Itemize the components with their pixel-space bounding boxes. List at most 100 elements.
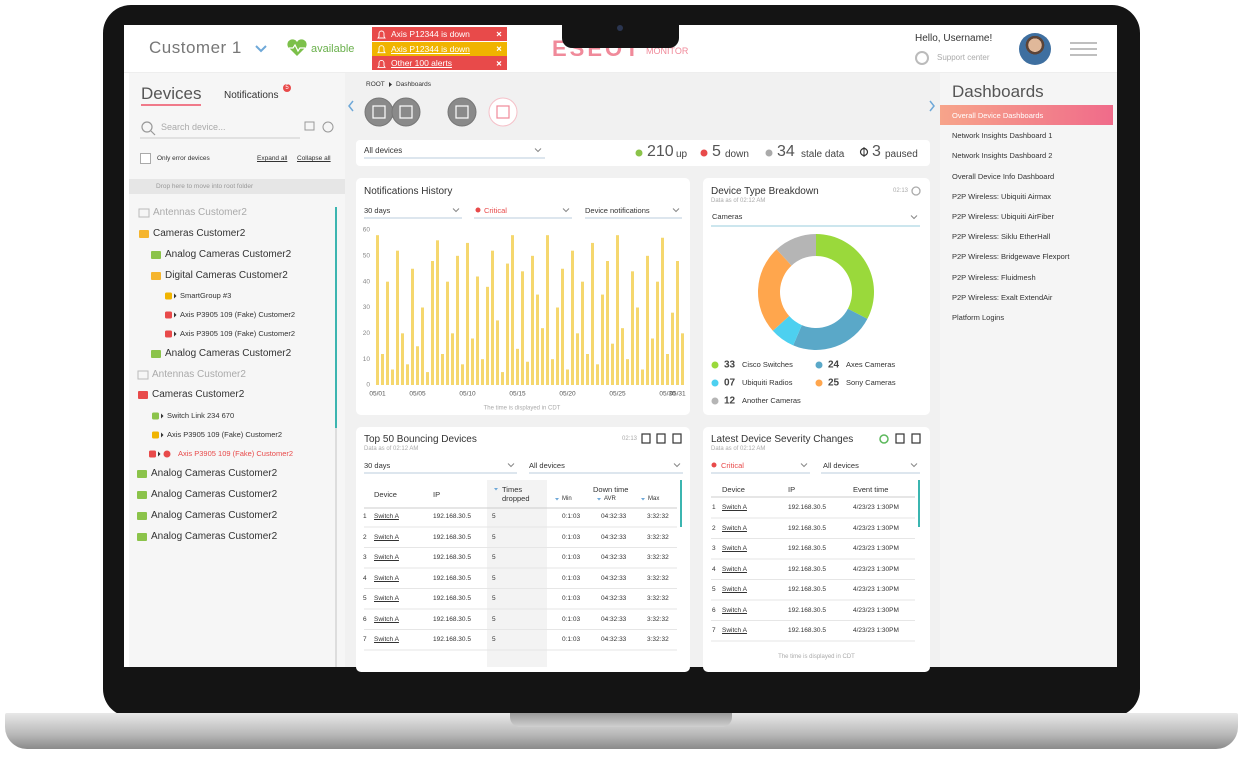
table-cell: 4/23/23 1:30PM <box>853 627 899 634</box>
dashboard-link[interactable]: Platform Logins <box>952 313 1005 322</box>
tree-item[interactable]: Axis P3905 109 (Fake) Customer2 <box>178 449 294 459</box>
table-cell: 5 <box>492 513 496 520</box>
table-cell[interactable]: Switch A <box>374 513 399 520</box>
table-cell[interactable]: Switch A <box>374 574 399 582</box>
tree-item[interactable]: Analog Cameras Customer2 <box>151 531 278 542</box>
table-cell[interactable]: Switch A <box>374 595 399 602</box>
status-label: stale data <box>801 149 845 160</box>
filter-select[interactable]: Device notifications <box>585 206 650 215</box>
dashboard-link[interactable]: Network Insights Dashboard 2 <box>952 151 1053 161</box>
table-cell: 192.168.30.5 <box>788 545 826 552</box>
search-input[interactable]: Search device... <box>161 122 226 132</box>
support-link[interactable]: Support center <box>937 53 990 62</box>
tree-item[interactable]: Analog Cameras Customer2 <box>151 489 278 500</box>
customer-selector[interactable]: Customer 1 <box>149 38 242 57</box>
tree-item[interactable]: SmartGroup #3 <box>180 291 232 301</box>
table-cell[interactable]: Switch A <box>374 636 399 643</box>
table-cell[interactable]: Switch A <box>722 606 747 614</box>
table-cell: 0:1:03 <box>562 513 581 520</box>
expand-all[interactable]: Expand all <box>257 155 288 162</box>
column-header[interactable]: AVR <box>604 496 616 502</box>
tree-item[interactable]: Cameras Customer2 <box>153 228 246 239</box>
tree-item[interactable]: Antennas Customer2 <box>153 207 247 218</box>
column-header[interactable]: IP <box>788 485 796 494</box>
dashboard-link[interactable]: P2P Wireless: Fluidmesh <box>952 272 1036 282</box>
dashboard-link[interactable]: P2P Wireless: Siklu EtherHall <box>952 232 1051 242</box>
alert[interactable] <box>372 56 507 71</box>
column-header[interactable]: Device <box>374 490 397 499</box>
table-cell: 192.168.30.5 <box>788 524 826 532</box>
dashboard-link[interactable]: P2P Wireless: Ubiquiti AirFiber <box>952 212 1054 221</box>
checkbox[interactable] <box>140 153 151 164</box>
tree-item[interactable]: Digital Cameras Customer2 <box>165 270 288 281</box>
filter-select[interactable]: Critical <box>721 461 744 470</box>
breadcrumb-root[interactable]: ROOT <box>366 81 385 88</box>
notifications-tab[interactable]: Notifications <box>224 90 279 101</box>
table-cell[interactable]: Switch A <box>374 554 399 561</box>
dashboard-link[interactable]: P2P Wireless: Bridgewave Flexport <box>952 252 1070 262</box>
tree-item[interactable]: Axis P3905 109 (Fake) Customer2 <box>167 430 283 440</box>
filter-select[interactable]: 30 days <box>364 206 391 215</box>
dashboard-link[interactable]: Network Insights Dashboard 1 <box>952 131 1053 141</box>
filter-select[interactable]: All devices <box>529 461 565 470</box>
badge-count: 5 <box>285 84 289 91</box>
table-cell[interactable]: Switch A <box>722 586 747 593</box>
table-cell: 4 <box>712 565 716 573</box>
scope-select[interactable]: All devices <box>364 146 403 155</box>
column-header[interactable]: Device <box>722 485 745 494</box>
data-as-of: Data as of 02:12 AM <box>364 446 419 452</box>
table-cell: 7 <box>363 636 367 643</box>
table-cell[interactable]: Switch A <box>722 565 747 573</box>
filter-select[interactable]: Critical <box>484 206 507 215</box>
table-cell: 0:1:03 <box>562 636 581 643</box>
filter-select[interactable]: 30 days <box>364 461 391 470</box>
column-header[interactable]: Max <box>648 496 660 502</box>
dashboard-link[interactable]: P2P Wireless: Exalt ExtendAir <box>952 292 1053 302</box>
collapse-all[interactable]: Collapse all <box>297 155 331 162</box>
tree-item[interactable]: Axis P3905 109 (Fake) Customer2 <box>180 310 296 320</box>
tree-item[interactable]: Analog Cameras Customer2 <box>165 249 292 260</box>
tree-item[interactable]: Switch Link 234 670 <box>167 411 235 421</box>
table-cell[interactable]: Switch A <box>374 615 399 623</box>
dashboard-link[interactable]: P2P Wireless: Ubiquiti Airmax <box>952 191 1052 201</box>
column-header[interactable]: Event time <box>853 485 889 494</box>
filter-select[interactable]: All devices <box>823 461 859 470</box>
table-cell: 5 <box>492 615 496 623</box>
table-cell: 04:32:33 <box>601 513 627 520</box>
column-header[interactable]: Min <box>562 496 572 502</box>
table-cell: 192.168.30.5 <box>788 586 826 593</box>
tree-item[interactable]: Analog Cameras Customer2 <box>151 468 278 479</box>
table-cell: 3 <box>363 554 367 561</box>
column-header[interactable]: Times dropped <box>502 485 530 503</box>
alert-text: Other 100 alerts <box>391 58 452 69</box>
column-header[interactable]: Down time <box>593 485 629 494</box>
dashboard-link[interactable]: Overall Device Info Dashboard <box>952 171 1055 181</box>
type-select[interactable]: Cameras <box>712 212 743 221</box>
tree-item[interactable]: Analog Cameras Customer2 <box>165 348 292 359</box>
table-cell[interactable]: Switch A <box>722 524 747 532</box>
dashboard-link[interactable]: Overall Device Dashboards <box>952 111 1044 120</box>
tree-item[interactable]: Analog Cameras Customer2 <box>151 510 278 521</box>
table-cell: 0:1:03 <box>562 595 581 602</box>
table-cell: 04:32:33 <box>601 595 627 602</box>
alert[interactable] <box>372 27 507 41</box>
chart-title: Device Type Breakdown <box>711 186 819 197</box>
table-cell: 5 <box>492 533 496 541</box>
table-cell[interactable]: Switch A <box>374 533 399 541</box>
table-cell[interactable]: Switch A <box>722 545 747 552</box>
table-cell: 3 <box>712 545 716 552</box>
status-available: available <box>311 43 355 55</box>
table-cell: 04:32:33 <box>601 636 627 643</box>
avatar[interactable] <box>1019 33 1051 65</box>
column-header[interactable]: IP <box>433 490 441 499</box>
table-cell[interactable]: Switch A <box>722 504 747 511</box>
tree-item[interactable]: Cameras Customer2 <box>152 389 245 400</box>
table-cell: 2 <box>363 533 367 541</box>
alert[interactable] <box>372 41 507 56</box>
tree-item[interactable]: Antennas Customer2 <box>152 369 246 380</box>
devices-tab[interactable]: Devices <box>141 84 202 103</box>
tree-item[interactable]: Axis P3905 109 (Fake) Customer2 <box>180 329 296 339</box>
table-cell[interactable]: Switch A <box>722 627 747 634</box>
